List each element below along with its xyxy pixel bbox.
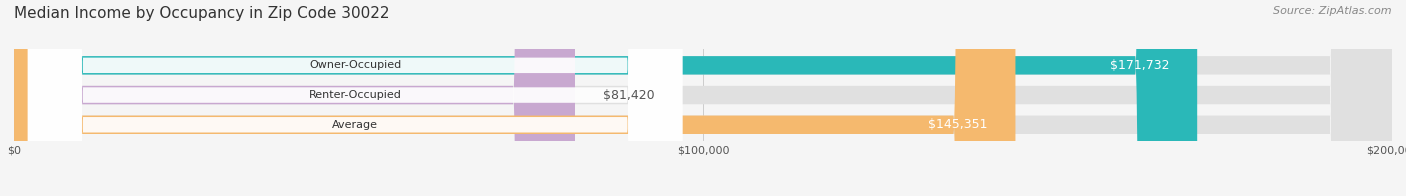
Text: Source: ZipAtlas.com: Source: ZipAtlas.com <box>1274 6 1392 16</box>
FancyBboxPatch shape <box>28 0 682 196</box>
Text: Average: Average <box>332 120 378 130</box>
FancyBboxPatch shape <box>28 0 682 196</box>
FancyBboxPatch shape <box>14 0 1015 196</box>
Text: Renter-Occupied: Renter-Occupied <box>309 90 402 100</box>
FancyBboxPatch shape <box>14 0 1197 196</box>
FancyBboxPatch shape <box>14 0 1392 196</box>
Text: $81,420: $81,420 <box>603 89 654 102</box>
Text: $145,351: $145,351 <box>928 118 988 131</box>
Text: $171,732: $171,732 <box>1111 59 1170 72</box>
FancyBboxPatch shape <box>14 0 575 196</box>
Text: Owner-Occupied: Owner-Occupied <box>309 60 401 70</box>
FancyBboxPatch shape <box>28 0 682 196</box>
FancyBboxPatch shape <box>14 0 1392 196</box>
Text: Median Income by Occupancy in Zip Code 30022: Median Income by Occupancy in Zip Code 3… <box>14 6 389 21</box>
FancyBboxPatch shape <box>14 0 1392 196</box>
